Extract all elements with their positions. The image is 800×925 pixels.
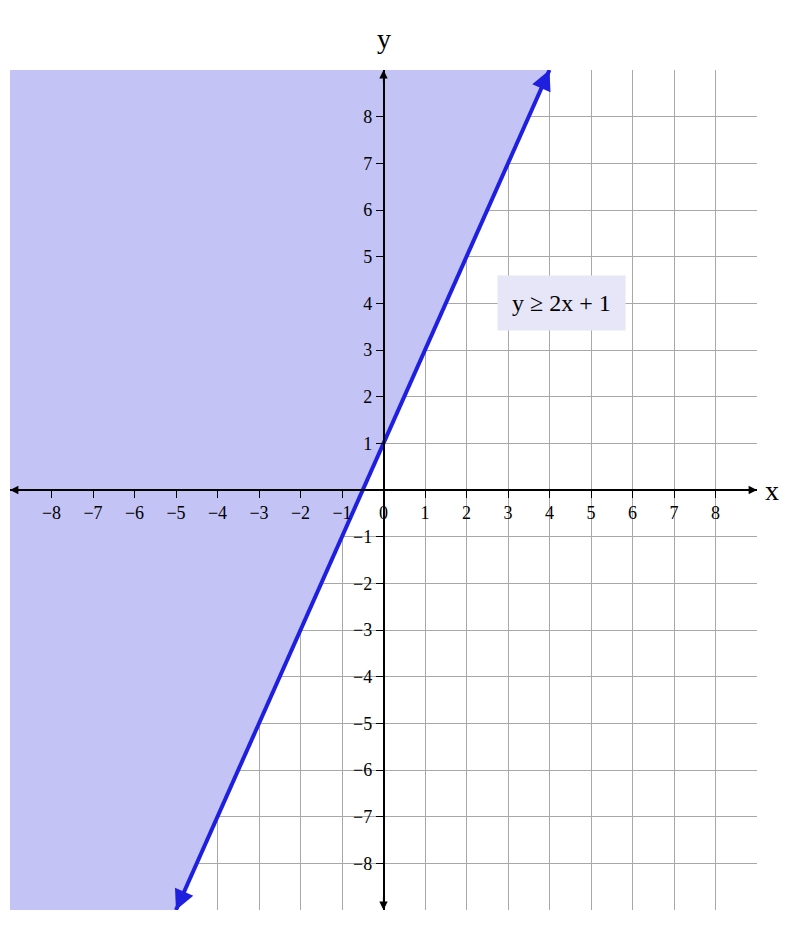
svg-text:−5: −5 xyxy=(166,503,185,523)
svg-text:−2: −2 xyxy=(291,503,310,523)
svg-text:4: 4 xyxy=(363,294,372,314)
svg-text:−3: −3 xyxy=(353,620,372,640)
svg-text:−5: −5 xyxy=(353,714,372,734)
svg-text:−4: −4 xyxy=(208,503,227,523)
svg-text:5: 5 xyxy=(587,503,596,523)
svg-text:6: 6 xyxy=(628,503,637,523)
svg-text:0: 0 xyxy=(379,503,388,523)
svg-text:−1: −1 xyxy=(353,527,372,547)
svg-text:7: 7 xyxy=(363,154,372,174)
svg-text:6: 6 xyxy=(363,200,372,220)
svg-text:y ≥ 2x + 1: y ≥ 2x + 1 xyxy=(512,290,611,316)
svg-text:3: 3 xyxy=(504,503,513,523)
svg-text:−7: −7 xyxy=(83,503,102,523)
svg-text:−3: −3 xyxy=(249,503,268,523)
svg-text:−7: −7 xyxy=(353,807,372,827)
svg-text:8: 8 xyxy=(363,107,372,127)
svg-text:2: 2 xyxy=(462,503,471,523)
svg-text:2: 2 xyxy=(363,387,372,407)
svg-text:−1: −1 xyxy=(332,503,351,523)
svg-text:5: 5 xyxy=(363,247,372,267)
svg-text:7: 7 xyxy=(670,503,679,523)
svg-text:−8: −8 xyxy=(42,503,61,523)
svg-text:4: 4 xyxy=(545,503,554,523)
svg-text:1: 1 xyxy=(363,434,372,454)
svg-text:1: 1 xyxy=(421,503,430,523)
svg-text:−2: −2 xyxy=(353,574,372,594)
svg-text:−4: −4 xyxy=(353,667,372,687)
svg-text:x: x xyxy=(765,475,779,506)
svg-text:−6: −6 xyxy=(353,760,372,780)
svg-text:y: y xyxy=(377,23,391,54)
svg-text:8: 8 xyxy=(711,503,720,523)
svg-text:3: 3 xyxy=(363,340,372,360)
svg-text:−8: −8 xyxy=(353,854,372,874)
svg-text:−6: −6 xyxy=(125,503,144,523)
